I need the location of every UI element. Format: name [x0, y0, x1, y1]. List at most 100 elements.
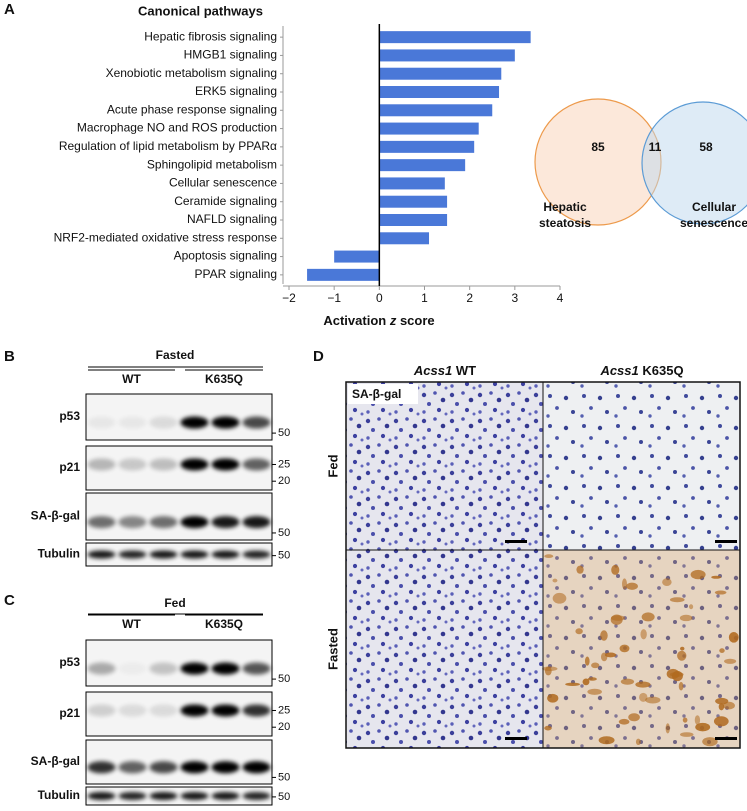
blot-condition: Fasted: [156, 348, 195, 362]
blot-box: [85, 786, 273, 806]
group-label: K635Q: [205, 372, 243, 386]
row-header: Fed: [325, 454, 340, 477]
blot-band: [242, 550, 271, 559]
blot-band: [242, 662, 271, 675]
stain-spot: [640, 629, 647, 640]
stain-spot: [666, 668, 680, 680]
size-marker: 50: [278, 550, 290, 562]
blot-band: [211, 761, 240, 774]
blot-box: [85, 739, 273, 785]
venn-label: Hepatic: [543, 200, 587, 214]
blot-band: [87, 416, 116, 429]
stain-spot: [680, 732, 694, 737]
bar: [379, 140, 475, 153]
stain-spot: [680, 646, 685, 651]
bar: [379, 67, 502, 80]
category-label: Macrophage NO and ROS production: [77, 121, 277, 135]
stain-spot: [576, 565, 584, 574]
stain-spot: [547, 693, 559, 703]
blot-band: [211, 704, 240, 717]
blot-band: [87, 458, 116, 471]
tissue-image: [346, 382, 543, 550]
blot-box: [85, 393, 273, 441]
venn-count: 58: [699, 140, 713, 154]
blot-box: [85, 492, 273, 541]
stain-spot: [587, 688, 602, 695]
size-marker: 50: [278, 527, 290, 539]
stain-spot: [620, 678, 635, 685]
blot-band: [242, 704, 271, 717]
x-tick-label: 3: [511, 291, 518, 305]
blot-band: [180, 662, 209, 675]
blot-band: [211, 416, 240, 429]
x-axis-label-part: score: [396, 313, 434, 328]
panel-label: B: [4, 348, 15, 365]
venn-count: 11: [649, 140, 662, 154]
stain-spot: [714, 590, 727, 595]
blot-band: [211, 516, 240, 529]
category-label: Regulation of lipid metabolism by PPARα: [59, 139, 277, 153]
stain-spot: [575, 628, 583, 635]
bar: [334, 250, 380, 263]
blot-band: [180, 792, 209, 800]
size-marker: 25: [278, 704, 290, 716]
stain-spot: [584, 656, 590, 666]
venn-label: Cellular: [692, 200, 736, 214]
stain-spot: [552, 578, 558, 583]
venn-count: 85: [591, 140, 605, 154]
blot-band: [242, 761, 271, 774]
bar: [379, 195, 448, 208]
blot-band: [149, 704, 178, 717]
bar: [379, 177, 445, 190]
stain-spot: [628, 713, 640, 722]
venn-circle: [641, 101, 747, 225]
bar: [379, 122, 479, 135]
blot-band: [87, 550, 116, 559]
x-tick-label: 4: [557, 291, 564, 305]
bar: [379, 159, 466, 172]
stain-spot: [591, 662, 600, 669]
blot-band: [211, 458, 240, 471]
x-axis-label-part: z: [389, 313, 397, 328]
venn-label: senescence: [680, 216, 747, 230]
stain-spot: [645, 696, 661, 704]
blot-band: [118, 516, 147, 529]
category-label: Xenobiotic metabolism signaling: [106, 66, 277, 80]
column-header-part: Acss1: [599, 363, 638, 378]
stain-spot: [702, 737, 718, 747]
category-label: Ceramide signaling: [174, 194, 277, 208]
stain-spot: [625, 582, 638, 590]
stain-spot: [689, 604, 694, 610]
blot-band: [180, 704, 209, 717]
blot-band: [211, 662, 240, 675]
size-marker: 50: [278, 771, 290, 783]
stain-spot: [619, 644, 630, 653]
stain-spot: [722, 701, 735, 710]
stain-spot: [635, 738, 641, 745]
group-label: WT: [122, 372, 141, 386]
category-label: ERK5 signaling: [195, 84, 277, 98]
tissue-image: [543, 382, 740, 550]
category-label: Hepatic fibrosis signaling: [144, 29, 277, 43]
column-header: Acss1 WT: [413, 363, 476, 378]
blot-band: [211, 550, 240, 559]
blot-band: [118, 792, 147, 800]
blot-band: [180, 458, 209, 471]
size-marker: 20: [278, 721, 290, 733]
stain-spot: [711, 575, 722, 579]
stain-spot: [694, 715, 701, 725]
stain-spot: [719, 648, 725, 653]
blot-band: [149, 761, 178, 774]
blot-band: [87, 761, 116, 774]
row-label: SA-β-gal: [31, 754, 80, 768]
row-label: SA-β-gal: [31, 509, 80, 523]
stain-spot: [728, 632, 739, 643]
tissue-image: [543, 550, 740, 748]
stain-spot: [582, 678, 590, 686]
row-label: Tubulin: [38, 547, 80, 561]
stain-spot: [678, 681, 684, 691]
blot-band: [87, 516, 116, 529]
column-header: Acss1 K635Q: [599, 363, 683, 378]
stain-spot: [724, 658, 737, 664]
blot-band: [87, 792, 116, 800]
